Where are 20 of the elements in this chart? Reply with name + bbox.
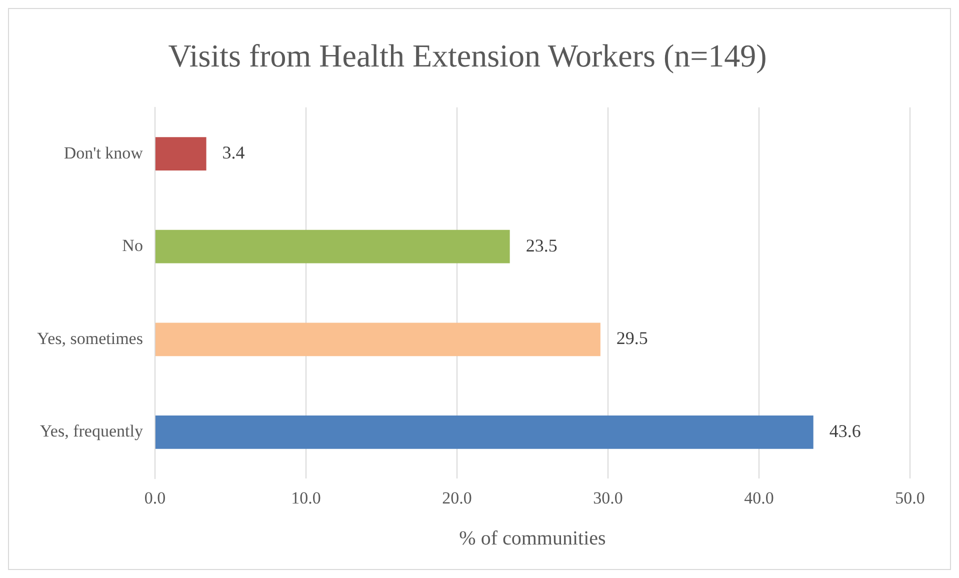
data-label: 23.5 bbox=[526, 235, 558, 256]
bar bbox=[155, 322, 600, 356]
data-label: 43.6 bbox=[829, 420, 861, 441]
chart-title: Visits from Health Extension Workers (n=149) bbox=[168, 38, 767, 74]
y-tick-label: No bbox=[122, 236, 143, 256]
data-label: 29.5 bbox=[616, 328, 648, 348]
y-tick-label: Yes, sometimes bbox=[37, 328, 143, 348]
x-tick-label: 30.0 bbox=[593, 488, 623, 508]
x-tick-label: 10.0 bbox=[291, 488, 321, 508]
bar bbox=[155, 415, 814, 449]
x-tick-label: 50.0 bbox=[895, 488, 925, 508]
x-tick-label: 0.0 bbox=[144, 488, 166, 508]
bar bbox=[155, 137, 206, 171]
x-tick-label: 40.0 bbox=[744, 488, 774, 508]
x-axis-title: % of communities bbox=[459, 527, 606, 550]
bar bbox=[155, 230, 510, 264]
x-tick-label: 20.0 bbox=[442, 488, 472, 508]
data-label: 3.4 bbox=[222, 142, 245, 163]
y-tick-label: Yes, frequently bbox=[40, 422, 144, 441]
y-tick-label: Don't know bbox=[64, 143, 144, 162]
